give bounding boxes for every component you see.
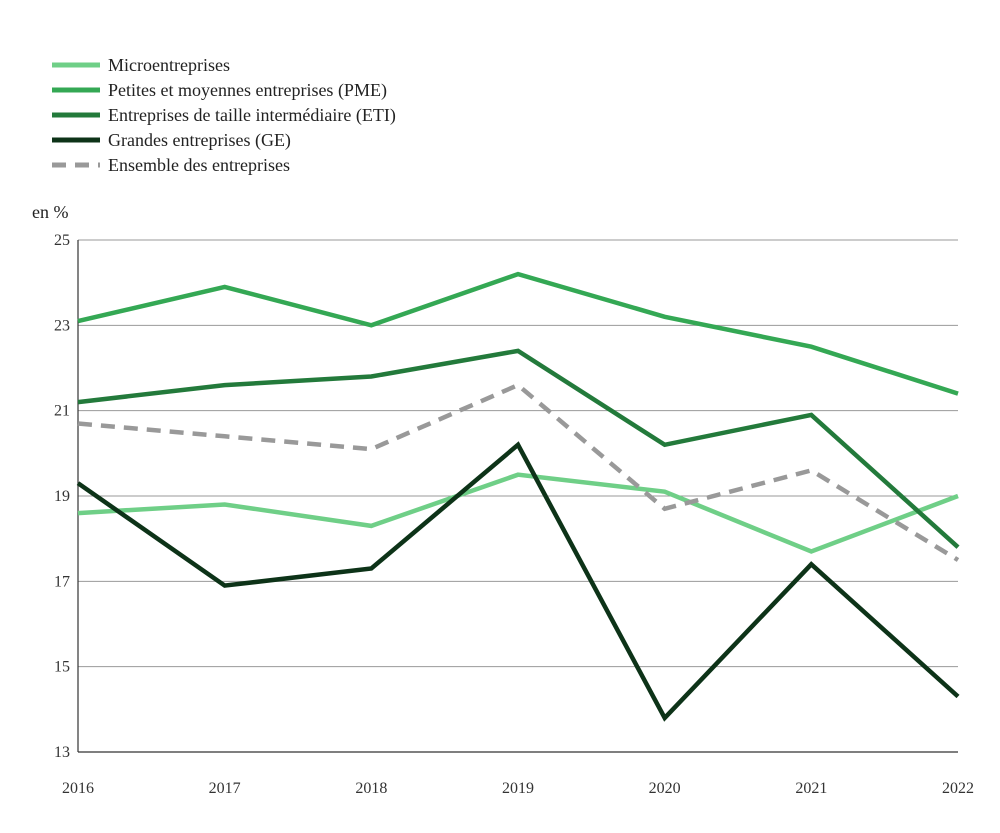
y-axis-ticks: 13 15 17 19 21 23 25 [54,232,70,761]
legend-label: Grandes entreprises (GE) [108,130,291,151]
x-tick-label: 2018 [355,780,387,797]
legend-label: Microentreprises [108,55,230,75]
x-axis-ticks: 2016 2017 2018 2019 2020 2021 2022 [62,780,974,797]
x-tick-label: 2021 [795,780,827,797]
y-tick-label: 17 [54,573,70,590]
x-tick-label: 2016 [62,780,94,797]
chart-axes [77,240,958,753]
legend-label: Petites et moyennes entreprises (PME) [108,80,387,101]
chart-series [76,271,960,722]
chart-gridlines [78,239,958,668]
x-tick-label: 2019 [502,780,534,797]
y-tick-label: 19 [54,488,70,505]
legend-label: Ensemble des entreprises [108,155,290,175]
y-tick-label: 15 [54,659,70,676]
y-tick-label: 21 [54,403,70,420]
y-axis-label: en % [32,202,68,222]
series-line-microentreprises [77,472,959,554]
legend-label: Entreprises de taille intermédiaire (ETI… [108,105,396,126]
series-line-ensemble-des-entreprises [77,382,960,562]
y-tick-label: 13 [54,744,70,761]
y-tick-label: 25 [54,232,70,249]
y-tick-label: 23 [54,317,70,334]
x-tick-label: 2020 [649,780,681,797]
series-line-petites-et-moyennes-entreprises-pme [77,271,959,396]
x-tick-label: 2022 [942,780,974,797]
series-line-grandes-entreprises-ge [76,441,960,722]
series-line-entreprises-de-taille-intermediaire-eti [77,348,960,549]
x-tick-label: 2017 [209,780,241,797]
chart-legend: Microentreprises Petites et moyennes entr… [52,55,396,175]
